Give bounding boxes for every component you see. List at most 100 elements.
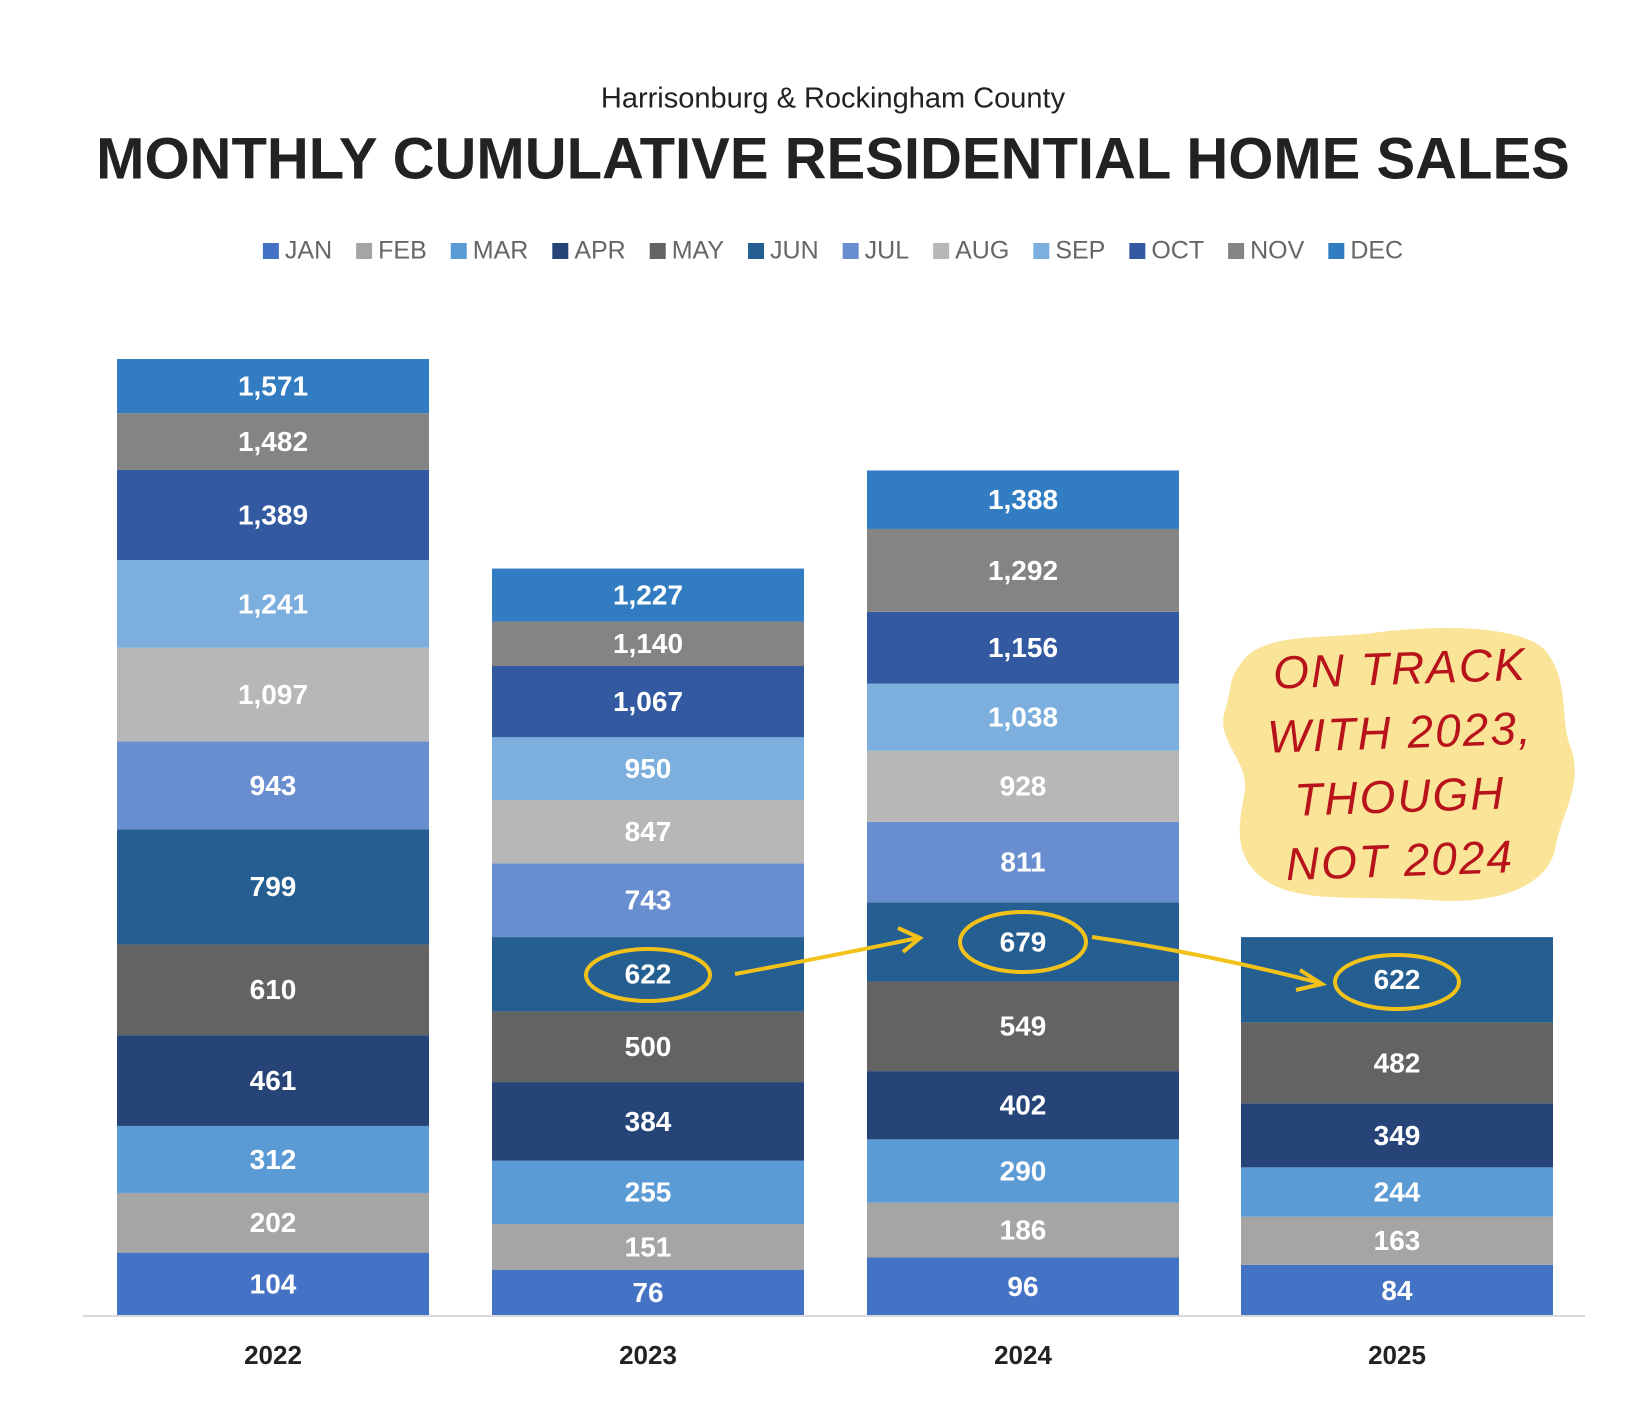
legend-label: DEC xyxy=(1350,237,1403,265)
arrow xyxy=(1091,935,1321,985)
bar-segment xyxy=(867,683,1179,751)
data-label: 500 xyxy=(625,1031,672,1062)
data-label: 402 xyxy=(1000,1090,1047,1121)
data-label: 847 xyxy=(625,816,672,847)
legend-swatch xyxy=(649,243,666,259)
annotation-text: WITH 2023, xyxy=(1266,702,1533,763)
bar-segment xyxy=(867,528,1179,612)
data-label: 622 xyxy=(625,959,672,990)
bar-segment xyxy=(117,944,429,1036)
arrow xyxy=(734,936,919,976)
data-label: 943 xyxy=(250,770,297,801)
arrow-head xyxy=(897,926,924,954)
data-label: 186 xyxy=(1000,1214,1047,1245)
data-label: 811 xyxy=(1000,847,1045,878)
legend-label: APR xyxy=(574,237,625,265)
data-label: 1,388 xyxy=(988,484,1058,515)
bar-segment xyxy=(867,611,1179,684)
bar-segment xyxy=(867,1202,1179,1258)
legend-label: JUN xyxy=(770,237,819,265)
data-label: 349 xyxy=(1374,1120,1421,1151)
bar-segment xyxy=(117,1035,429,1126)
x-tick-label: 2022 xyxy=(244,1340,302,1370)
data-label: 549 xyxy=(1000,1011,1047,1042)
data-label: 950 xyxy=(625,753,672,784)
bar-segment xyxy=(867,981,1179,1072)
data-label: 1,482 xyxy=(238,426,308,457)
bar-segment xyxy=(492,737,804,801)
highlight-circle xyxy=(584,947,712,1003)
arrow-head xyxy=(1295,968,1328,992)
bar-segment xyxy=(117,741,429,830)
x-tick-label: 2025 xyxy=(1368,1340,1426,1370)
bar-segment xyxy=(117,1125,429,1193)
bar-segment xyxy=(492,1160,804,1225)
bar-segment xyxy=(867,750,1179,822)
bar-segment xyxy=(117,469,429,561)
bar-segment xyxy=(867,1257,1179,1316)
bar-segment xyxy=(1241,1216,1553,1265)
legend-swatch xyxy=(450,243,467,259)
legend-label: AUG xyxy=(955,237,1009,265)
legend-swatch xyxy=(1129,243,1146,259)
legend-swatch xyxy=(842,243,859,259)
data-label: 1,067 xyxy=(613,686,683,717)
x-tick-label: 2023 xyxy=(619,1340,677,1370)
legend-label: JUL xyxy=(865,237,910,265)
data-label: 255 xyxy=(625,1177,672,1208)
bar-segment xyxy=(492,1269,804,1316)
bar-segment xyxy=(117,413,429,470)
data-label: 610 xyxy=(250,974,297,1005)
data-label: 622 xyxy=(1374,964,1421,995)
annotation-text: THOUGH xyxy=(1293,766,1506,825)
legend-swatch xyxy=(1033,243,1050,259)
legend-swatch xyxy=(1328,243,1345,259)
highlight-circle xyxy=(958,910,1088,974)
data-label: 1,292 xyxy=(988,555,1058,586)
bar-segment xyxy=(492,1224,804,1270)
legend-label: MAY xyxy=(672,237,725,265)
bar-segment xyxy=(492,1011,804,1083)
data-label: 1,389 xyxy=(238,499,308,530)
data-label: 1,571 xyxy=(238,370,308,401)
bar-segment xyxy=(492,568,804,622)
x-tick-label: 2024 xyxy=(994,1340,1052,1370)
bar-segment xyxy=(117,560,429,648)
data-label: 1,140 xyxy=(613,628,683,659)
legend-label: SEP xyxy=(1055,237,1105,265)
data-label: 96 xyxy=(1007,1271,1038,1302)
legend-swatch xyxy=(1228,243,1245,259)
bar-segment xyxy=(117,1192,429,1253)
annotation-marks xyxy=(584,910,1461,1011)
bar-segment xyxy=(1241,1022,1553,1104)
data-label: 1,241 xyxy=(238,588,308,619)
data-label: 461 xyxy=(250,1065,297,1096)
bar-segment xyxy=(492,863,804,938)
data-label: 1,097 xyxy=(238,679,308,710)
bar-segment xyxy=(492,666,804,738)
data-label: 679 xyxy=(1000,926,1047,957)
legend-swatch xyxy=(552,243,569,259)
legend-swatch xyxy=(748,243,765,259)
legend-label: JAN xyxy=(285,237,332,265)
legend-label: FEB xyxy=(378,237,427,265)
data-label: 482 xyxy=(1374,1047,1421,1078)
data-label: 290 xyxy=(1000,1155,1047,1186)
data-label: 104 xyxy=(250,1269,297,1300)
legend-label: MAR xyxy=(473,237,529,265)
bar-segment xyxy=(867,1071,1179,1140)
legend-label: OCT xyxy=(1151,237,1204,265)
data-label: 202 xyxy=(250,1207,297,1238)
legend-label: NOV xyxy=(1250,237,1305,265)
annotation-text: NOT 2024 xyxy=(1285,830,1515,890)
data-label: 76 xyxy=(632,1277,663,1308)
data-label: 163 xyxy=(1374,1225,1421,1256)
bar-segment xyxy=(117,829,429,945)
data-label: 743 xyxy=(625,885,672,916)
bar-segment xyxy=(492,621,804,667)
data-label: 312 xyxy=(250,1144,297,1175)
data-label: 1,156 xyxy=(988,632,1058,663)
data-label: 84 xyxy=(1381,1275,1413,1306)
bar-segment xyxy=(117,359,429,414)
